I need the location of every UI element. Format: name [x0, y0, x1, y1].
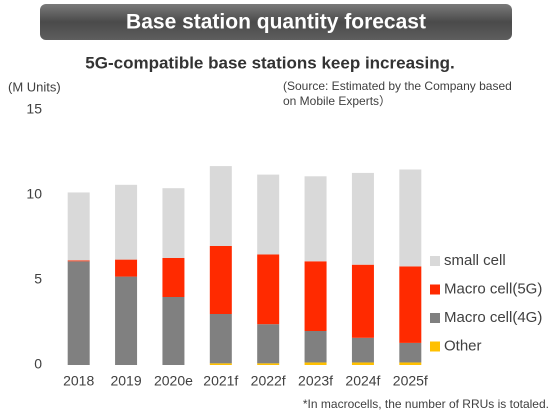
bar-segment [351, 337, 374, 363]
legend-swatch [430, 284, 440, 295]
bar-segment [304, 362, 327, 365]
y-tick-label: 5 [34, 271, 42, 287]
bar-segment [304, 176, 327, 262]
chart-title: Base station quantity forecast [126, 11, 426, 34]
legend-label: Macro cell(4G) [444, 309, 542, 326]
bar-segment [257, 324, 280, 364]
title-banner [40, 4, 512, 40]
y-axis-label: (M Units) [8, 79, 61, 94]
source-note: (Source: Estimated by the Company based … [283, 79, 512, 108]
x-tick-label: 2022f [251, 373, 286, 389]
bar-segment [351, 264, 374, 338]
x-tick-label: 2024f [345, 373, 380, 389]
bar-segment [257, 363, 280, 365]
bar-segment [257, 254, 280, 325]
legend-label: Macro cell(5G) [444, 280, 542, 297]
legend-swatch [430, 256, 440, 266]
bar-segment [115, 276, 138, 365]
x-tick-label: 2021f [203, 373, 238, 389]
bar-segment [115, 184, 138, 260]
x-tick-label: 2020e [154, 373, 193, 389]
bar-segment [209, 363, 232, 365]
bar-segment [115, 259, 138, 277]
x-tick-label: 2023f [298, 373, 333, 389]
footnote: *In macrocells, the number of RRUs is to… [303, 397, 549, 411]
bar-segment [257, 174, 280, 255]
bar-segment [304, 331, 327, 363]
y-tick-label: 0 [34, 356, 42, 372]
bar-segment [399, 342, 422, 363]
bar-segment [351, 172, 374, 265]
x-tick-label: 2025f [393, 373, 428, 389]
bar-segment [67, 260, 90, 262]
x-tick-label: 2018 [63, 373, 94, 389]
bar-segment [399, 169, 422, 267]
bar-segment [304, 261, 327, 331]
legend-swatch [430, 313, 440, 323]
bar-segment [209, 314, 232, 364]
bar-segment [67, 261, 90, 365]
bar-segment [209, 166, 232, 246]
bar-segment [162, 188, 185, 258]
bar-segment [209, 246, 232, 314]
x-tick-label: 2019 [110, 373, 141, 389]
legend-label: Other [444, 337, 482, 354]
bar-segment [67, 192, 90, 261]
legend-label: small cell [444, 252, 506, 269]
chart-subtitle: 5G-compatible base stations keep increas… [85, 53, 454, 72]
bar-segment [162, 297, 185, 365]
y-tick-label: 15 [26, 101, 42, 117]
bar-segment [162, 257, 185, 297]
legend-swatch [430, 341, 440, 352]
bar-segment [399, 266, 422, 343]
bar-segment [351, 362, 374, 365]
bar-segment [399, 362, 422, 365]
y-tick-label: 10 [26, 186, 42, 202]
